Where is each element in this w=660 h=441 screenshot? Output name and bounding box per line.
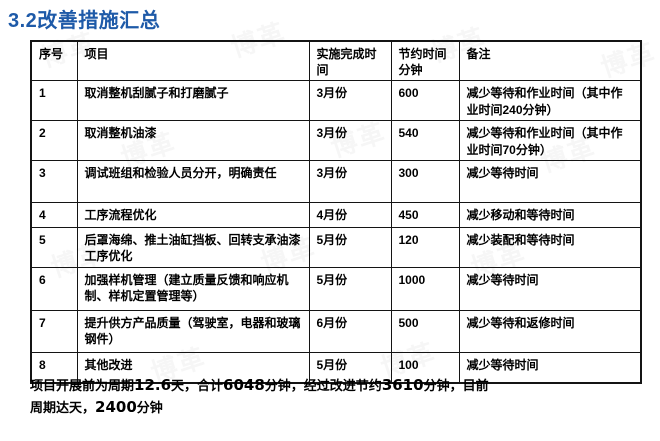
cell-remark: 减少等待时间 [458,266,642,311]
cell-no: 4 [30,201,78,228]
cell-project: 取消整机刮腻子和打磨腻子 [76,80,310,122]
cell-month: 6月份 [308,309,392,353]
table-row: 6 加强样机管理（建立质量反馈和响应机制、样机定置管理等） 5月份 1000 减… [30,266,642,311]
cell-month: 5月份 [308,226,392,268]
summary-segment: 分钟 [136,399,163,415]
summary-segment: 周期达天， [30,399,96,415]
table-row: 3 调试班组和检验人员分开，明确责任 3月份 300 减少等待时间 [30,159,642,203]
table-row: 4 工序流程优化 4月份 450 减少移动和等待时间 [30,201,642,228]
table-row: 5 后罩海绵、推土油缸挡板、回转支承油漆工序优化 5月份 120 减少装配和等待… [30,226,642,268]
improvement-measures-table: 序号 项目 实施完成时间 节约时间分钟 备注 1 取消整机刮腻子和打磨腻子 3月… [30,40,642,385]
cell-month: 4月份 [308,201,392,228]
col-header-project: 项目 [76,40,310,82]
summary-segment: 天，合计 [171,378,224,393]
cell-month: 3月份 [308,120,392,161]
table-row: 2 取消整机油漆 3月份 540 减少等待和作业时间（其中作业时间70分钟） [30,120,642,161]
cell-no: 8 [30,351,78,384]
cell-project: 调试班组和检验人员分开，明确责任 [76,159,310,203]
cell-no: 6 [30,266,78,311]
table-header-row: 序号 项目 实施完成时间 节约时间分钟 备注 [30,40,642,82]
cell-minutes: 500 [390,309,460,353]
cell-remark: 减少装配和等待时间 [458,226,642,268]
summary-number: 6048 [223,376,265,394]
cell-project: 加强样机管理（建立质量反馈和响应机制、样机定置管理等） [76,266,310,311]
cell-no: 1 [30,80,78,122]
cell-minutes: 120 [390,226,460,268]
cell-project: 后罩海绵、推土油缸挡板、回转支承油漆工序优化 [76,226,310,268]
summary-segment: 分钟，目前 [423,378,489,393]
cell-month: 3月份 [308,159,392,203]
col-header-minutes: 节约时间分钟 [390,40,460,82]
cell-remark: 减少等待时间 [458,351,642,384]
cell-remark: 减少等待和作业时间（其中作业时间70分钟） [458,120,642,161]
cell-minutes: 100 [390,351,460,384]
table-row: 7 提升供方产品质量（驾驶室，电器和玻璃钢件） 6月份 500 减少等待和返修时… [30,309,642,353]
cell-project: 提升供方产品质量（驾驶室，电器和玻璃钢件） [76,309,310,353]
cell-no: 2 [30,120,78,161]
cell-minutes: 600 [390,80,460,122]
cell-no: 5 [30,226,78,268]
cell-remark: 减少等待和作业时间（其中作业时间240分钟） [458,80,642,122]
col-header-no: 序号 [30,40,78,82]
summary-number: 2400 [95,397,137,416]
col-header-month: 实施完成时间 [308,40,392,82]
cell-minutes: 1000 [390,266,460,311]
summary-segment: 项目开展前为周期 [30,378,135,393]
summary-line-2: 周期达天，2400分钟 [30,397,638,419]
cell-minutes: 540 [390,120,460,161]
summary-number: 3610 [381,376,424,394]
page-title: 3.2改善措施汇总 [8,10,161,32]
cell-project: 工序流程优化 [76,201,310,228]
cell-minutes: 300 [390,159,460,203]
cell-no: 3 [30,159,78,203]
summary-text: 项目开展前为周期12.6天，合计6048分钟，经过改进节约3610分钟，目前 周… [30,375,638,419]
cell-month: 3月份 [308,80,392,122]
table-row: 8 其他改进 5月份 100 减少等待时间 [30,351,642,384]
cell-remark: 减少移动和等待时间 [458,201,642,228]
cell-remark: 减少等待和返修时间 [458,309,642,353]
cell-minutes: 450 [390,201,460,228]
cell-remark: 减少等待时间 [458,159,642,203]
summary-line-1: 项目开展前为周期12.6天，合计6048分钟，经过改进节约3610分钟，目前 [30,375,638,397]
cell-project: 取消整机油漆 [76,120,310,161]
cell-no: 7 [30,309,78,353]
cell-month: 5月份 [308,266,392,311]
col-header-remark: 备注 [458,40,642,82]
summary-number: 12.6 [134,376,172,394]
summary-segment: 分钟，经过改进节约 [264,378,382,393]
table-row: 1 取消整机刮腻子和打磨腻子 3月份 600 减少等待和作业时间（其中作业时间2… [30,80,642,122]
